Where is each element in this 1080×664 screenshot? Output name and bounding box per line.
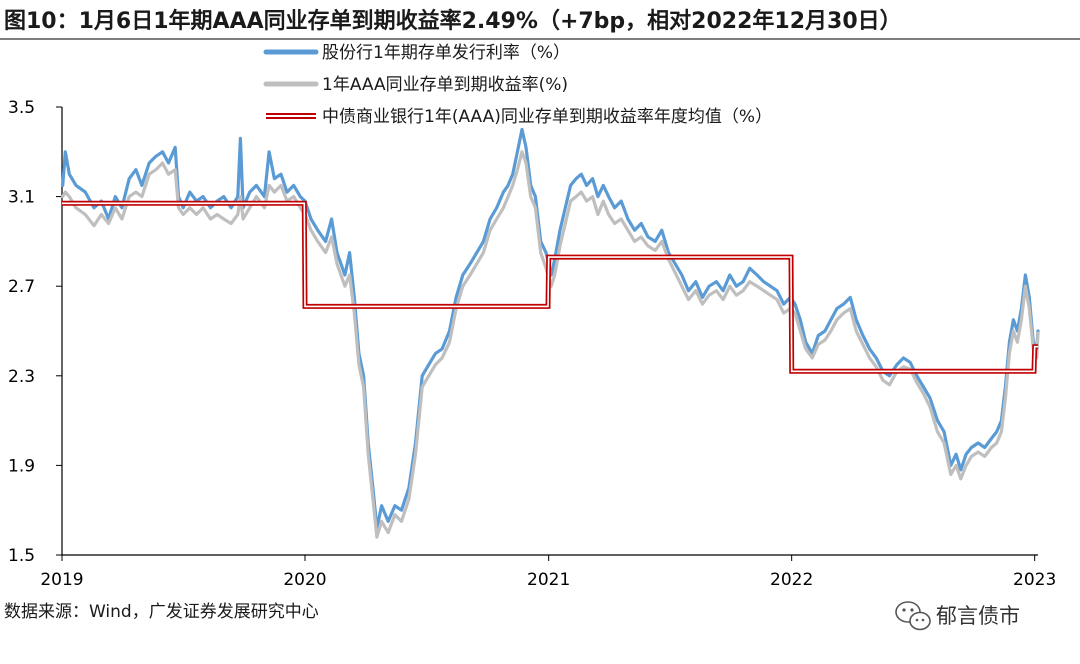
legend-label-series3: 中债商业银行1年(AAA)同业存单到期收益率年度均值（%） — [322, 107, 772, 127]
y-tick-label: 1.9 — [8, 456, 35, 476]
legend-label-series1: 股份行1年期存单发行利率（%） — [322, 43, 570, 63]
series-line-1 — [61, 127, 1040, 530]
y-ticks: 3.5 3.1 2.7 2.3 1.9 1.5 — [8, 98, 62, 566]
legend-item-series3: 中债商业银行1年(AAA)同业存单到期收益率年度均值（%） — [266, 107, 772, 127]
x-tick-label: 2021 — [527, 570, 570, 590]
y-tick-label: 2.7 — [8, 277, 35, 297]
y-tick-label: 2.3 — [8, 367, 35, 387]
watermark: 郁言债市 — [895, 601, 1020, 631]
watermark-text: 郁言债市 — [936, 604, 1020, 628]
x-ticks: 2019 2020 2021 2022 2023 — [40, 555, 1056, 590]
legend: 股份行1年期存单发行利率（%） 1年AAA同业存单到期收益率(%) 中债商业银行… — [263, 43, 772, 127]
x-tick-label: 2022 — [770, 570, 813, 590]
series-layer — [61, 127, 1040, 539]
series-line-3-outer — [62, 200, 1038, 374]
source-note: 数据来源：Wind，广发证券发展研究中心 — [4, 602, 319, 622]
chart-title: 图10：1月6日1年期AAA同业存单到期收益率2.49%（+7bp，相对2022… — [4, 8, 902, 34]
x-tick-label: 2020 — [283, 570, 326, 590]
x-tick-label: 2023 — [1013, 570, 1056, 590]
series-line-3-inner — [62, 202, 1038, 373]
y-tick-label: 3.1 — [8, 188, 35, 208]
series-line-2 — [61, 150, 1040, 539]
wechat-icon — [895, 601, 931, 631]
legend-item-series1: 股份行1年期存单发行利率（%） — [263, 43, 570, 63]
y-tick-label: 3.5 — [8, 98, 35, 118]
legend-item-series2: 1年AAA同业存单到期收益率(%) — [263, 75, 568, 95]
x-tick-label: 2019 — [40, 570, 83, 590]
y-tick-label: 1.5 — [8, 546, 35, 566]
legend-label-series2: 1年AAA同业存单到期收益率(%) — [322, 75, 568, 95]
